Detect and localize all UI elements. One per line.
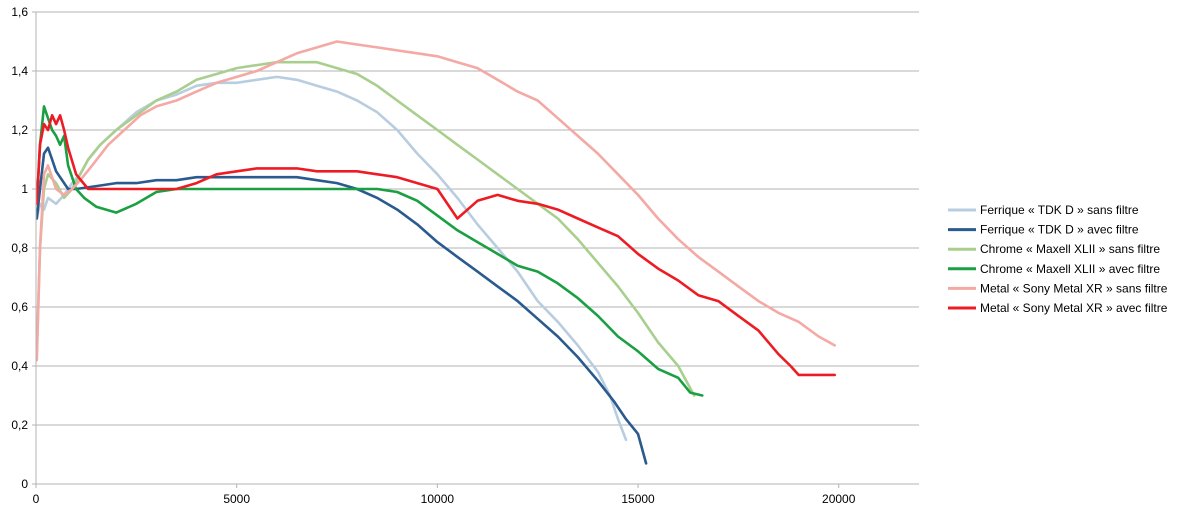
series-line-4 [35, 105, 704, 397]
x-axis-ticks: 0 5000 10000 15000 20000 [33, 484, 856, 506]
y-axis-ticks: 0 0,2 0,4 0,6 0,8 1 1,2 1,4 1,6 [11, 5, 36, 491]
legend-label: Ferrique « TDK D » avec filtre [980, 223, 1139, 237]
legend-label: Chrome « Maxell XLII » avec filtre [980, 262, 1160, 276]
x-tick-label: 20000 [822, 492, 856, 506]
y-tick-label: 1,6 [11, 5, 28, 19]
grid-lines [36, 11, 919, 426]
y-tick-label: 0 [21, 477, 28, 491]
y-tick-label: 1 [21, 182, 28, 196]
series-line-5 [35, 40, 836, 362]
y-tick-label: 0,2 [11, 418, 28, 432]
y-tick-label: 0,8 [11, 241, 28, 255]
series-line-3 [35, 60, 696, 397]
x-tick-label: 0 [33, 492, 40, 506]
x-tick-label: 5000 [223, 492, 250, 506]
series-layer [35, 40, 836, 465]
legend-label: Ferrique « TDK D » sans filtre [980, 203, 1139, 217]
x-tick-label: 15000 [621, 492, 655, 506]
series-line-6 [35, 114, 836, 377]
legend: Ferrique « TDK D » sans filtre Ferrique «… [948, 203, 1168, 315]
legend-label: Metal « Sony Metal XR » avec filtre [980, 301, 1168, 315]
x-tick-label: 10000 [421, 492, 455, 506]
y-tick-label: 0,4 [11, 359, 28, 373]
y-tick-label: 1,4 [11, 64, 28, 78]
series-line-2 [35, 146, 648, 465]
legend-label: Chrome « Maxell XLII » sans filtre [980, 242, 1160, 256]
legend-label: Metal « Sony Metal XR » sans filtre [980, 281, 1168, 295]
y-tick-label: 0,6 [11, 300, 28, 314]
y-tick-label: 1,2 [11, 123, 28, 137]
